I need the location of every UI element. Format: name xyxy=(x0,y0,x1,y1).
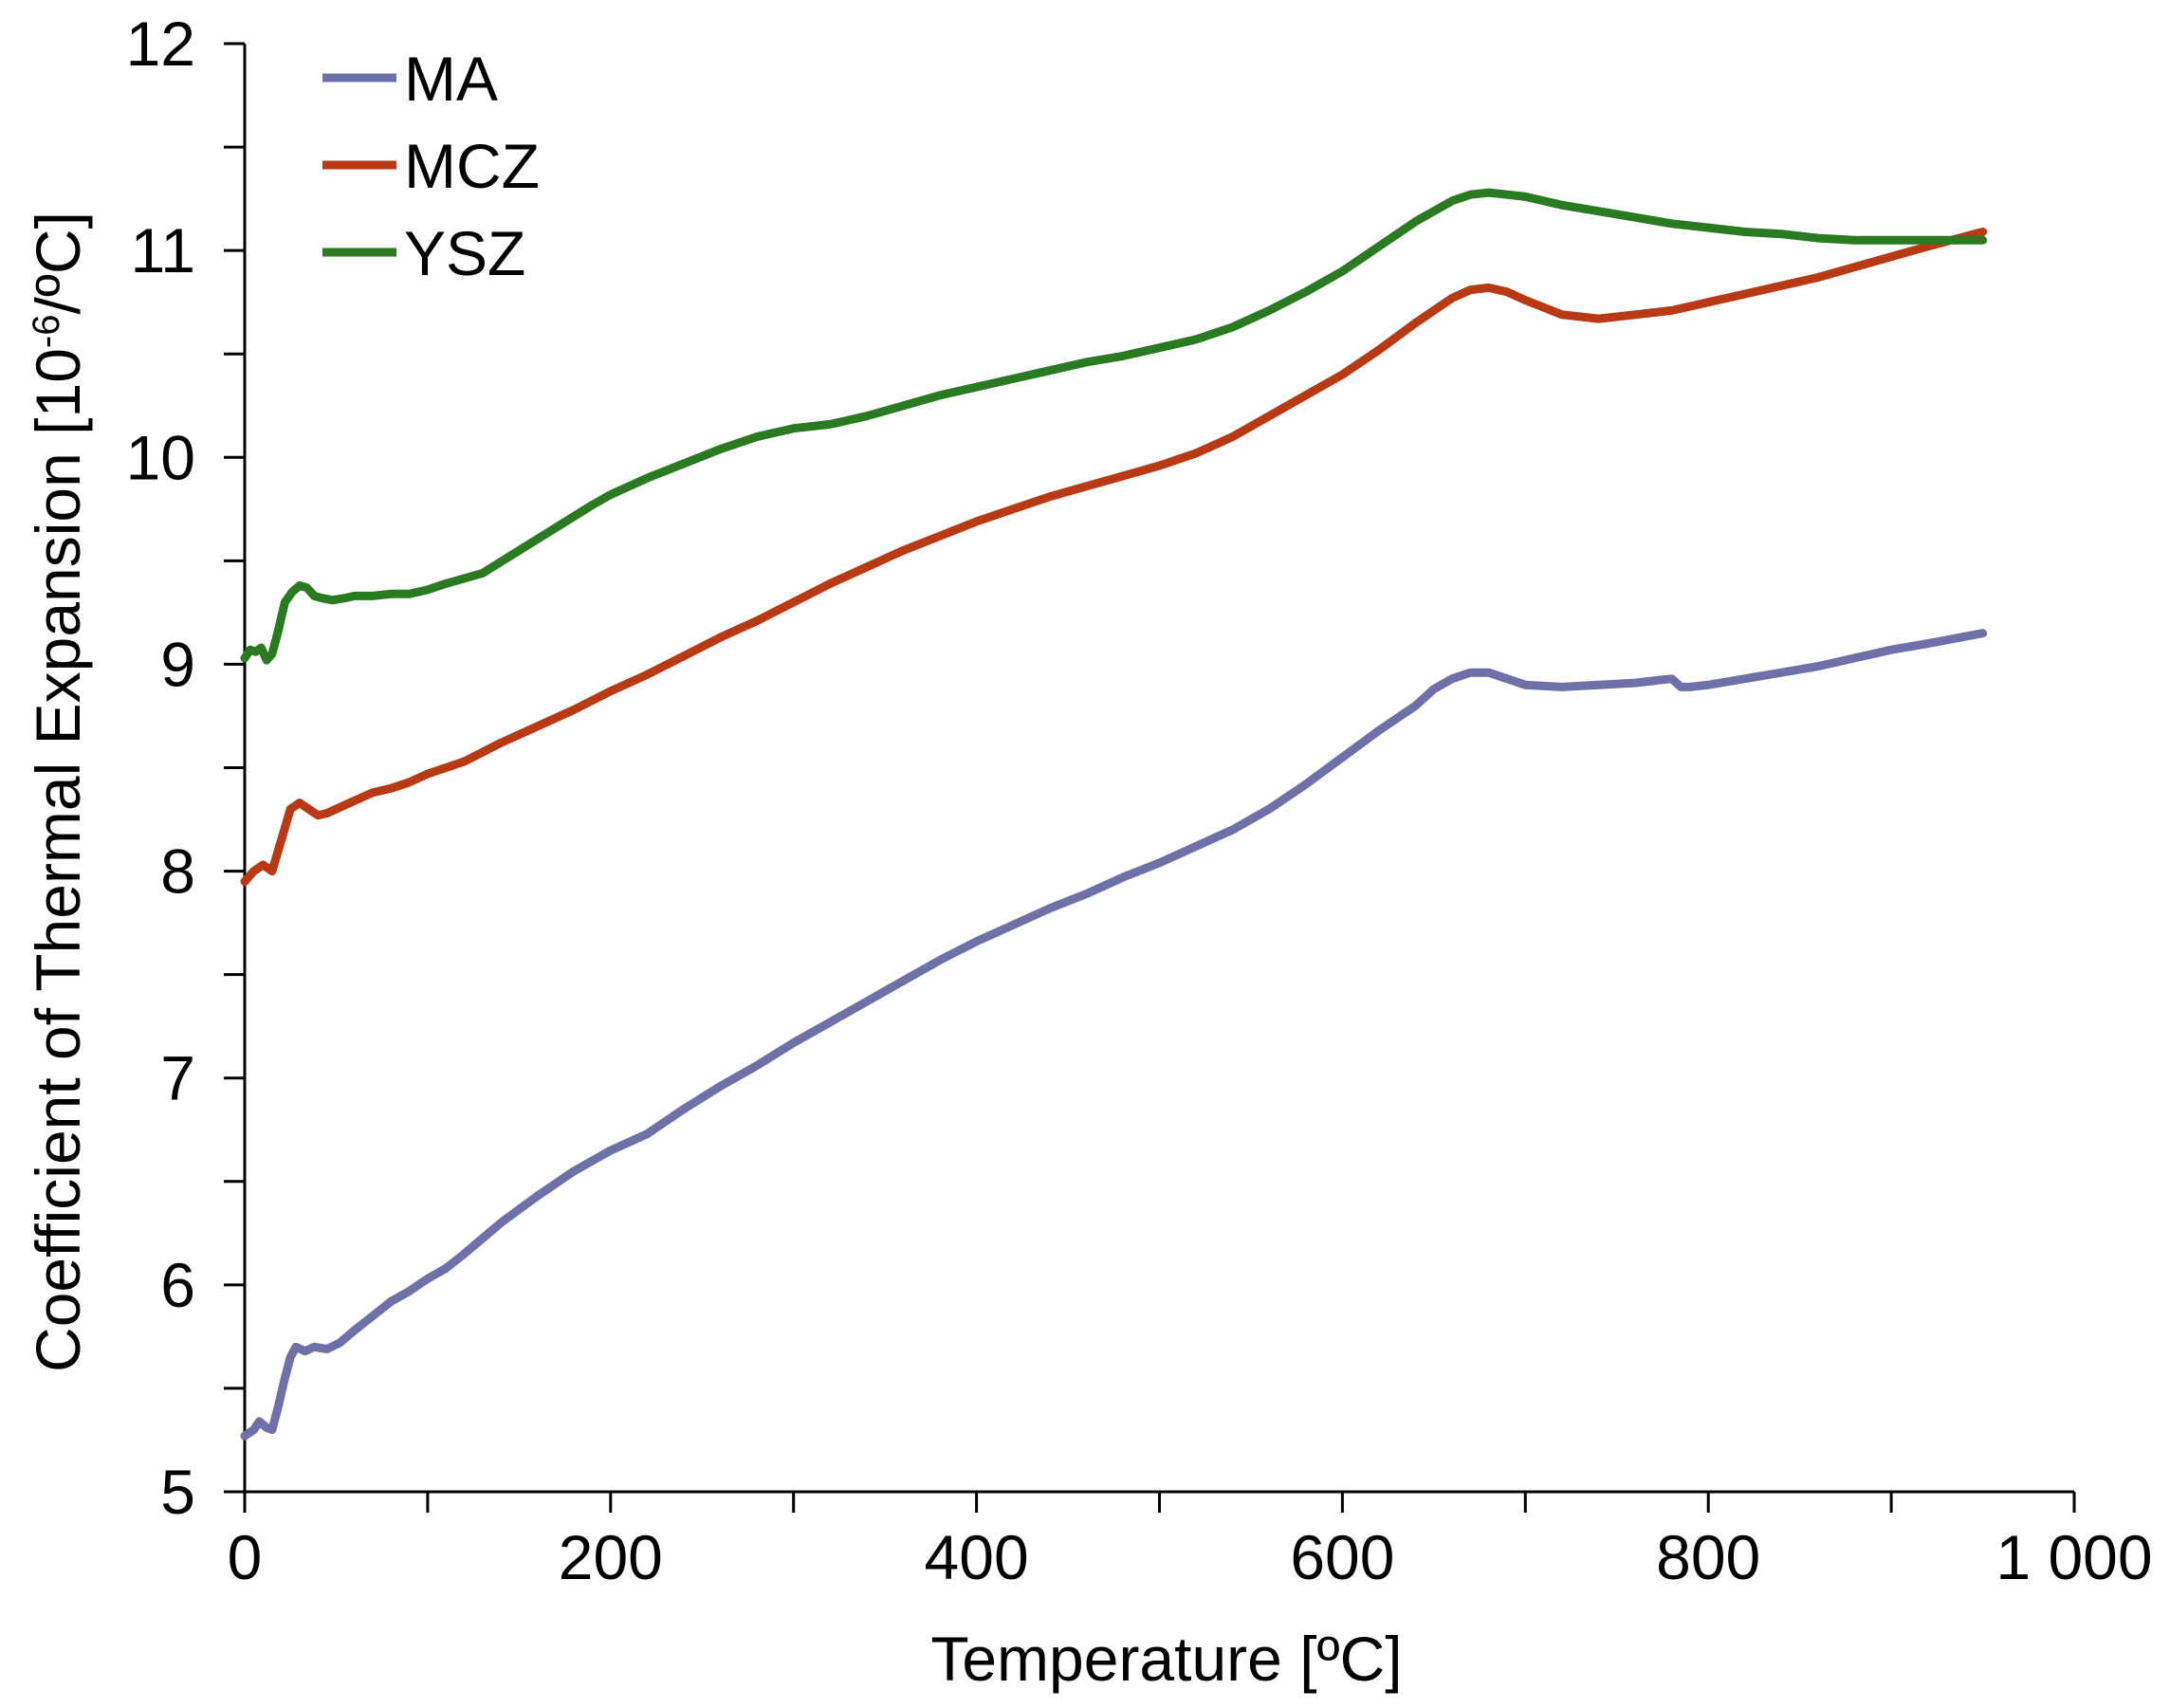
x-tick-label: 600 xyxy=(1290,1522,1394,1592)
y-tick-label: 10 xyxy=(126,422,195,492)
y-tick-label: 5 xyxy=(160,1457,195,1527)
series-layer xyxy=(240,188,1988,1441)
legend: MA MCZ YSZ xyxy=(322,44,540,288)
x-tick-label: 400 xyxy=(925,1522,1029,1592)
x-tick-label: 200 xyxy=(559,1522,663,1592)
y-tick-label: 12 xyxy=(126,9,195,79)
x-tick-label: 1 000 xyxy=(1995,1522,2152,1592)
legend-label-mcz: MCZ xyxy=(404,131,540,201)
y-tick-label: 6 xyxy=(160,1250,195,1320)
y-axis-title: Coefficient of Thermal Expansion [10-6/º… xyxy=(23,211,93,1372)
axes: 5 6 7 8 9 10 11 12 0 200 400 600 800 1 000 xyxy=(126,9,2153,1592)
x-tick-label: 0 xyxy=(228,1522,263,1592)
y-tick-label: 11 xyxy=(130,215,195,285)
series-line-mcz xyxy=(240,228,1988,886)
legend-label-ysz: YSZ xyxy=(404,218,525,288)
y-tick-label: 8 xyxy=(160,836,195,907)
y-tick-label: 7 xyxy=(160,1043,195,1113)
series-line-ysz xyxy=(240,188,1988,665)
x-tick-label: 800 xyxy=(1656,1522,1760,1592)
series-line-ma xyxy=(240,629,1988,1441)
y-tick-label: 9 xyxy=(160,629,195,699)
x-axis-title: Temperature [ºC] xyxy=(930,1624,1402,1694)
y-axis-title-superscript: -6 xyxy=(26,315,67,349)
legend-label-ma: MA xyxy=(404,44,498,114)
